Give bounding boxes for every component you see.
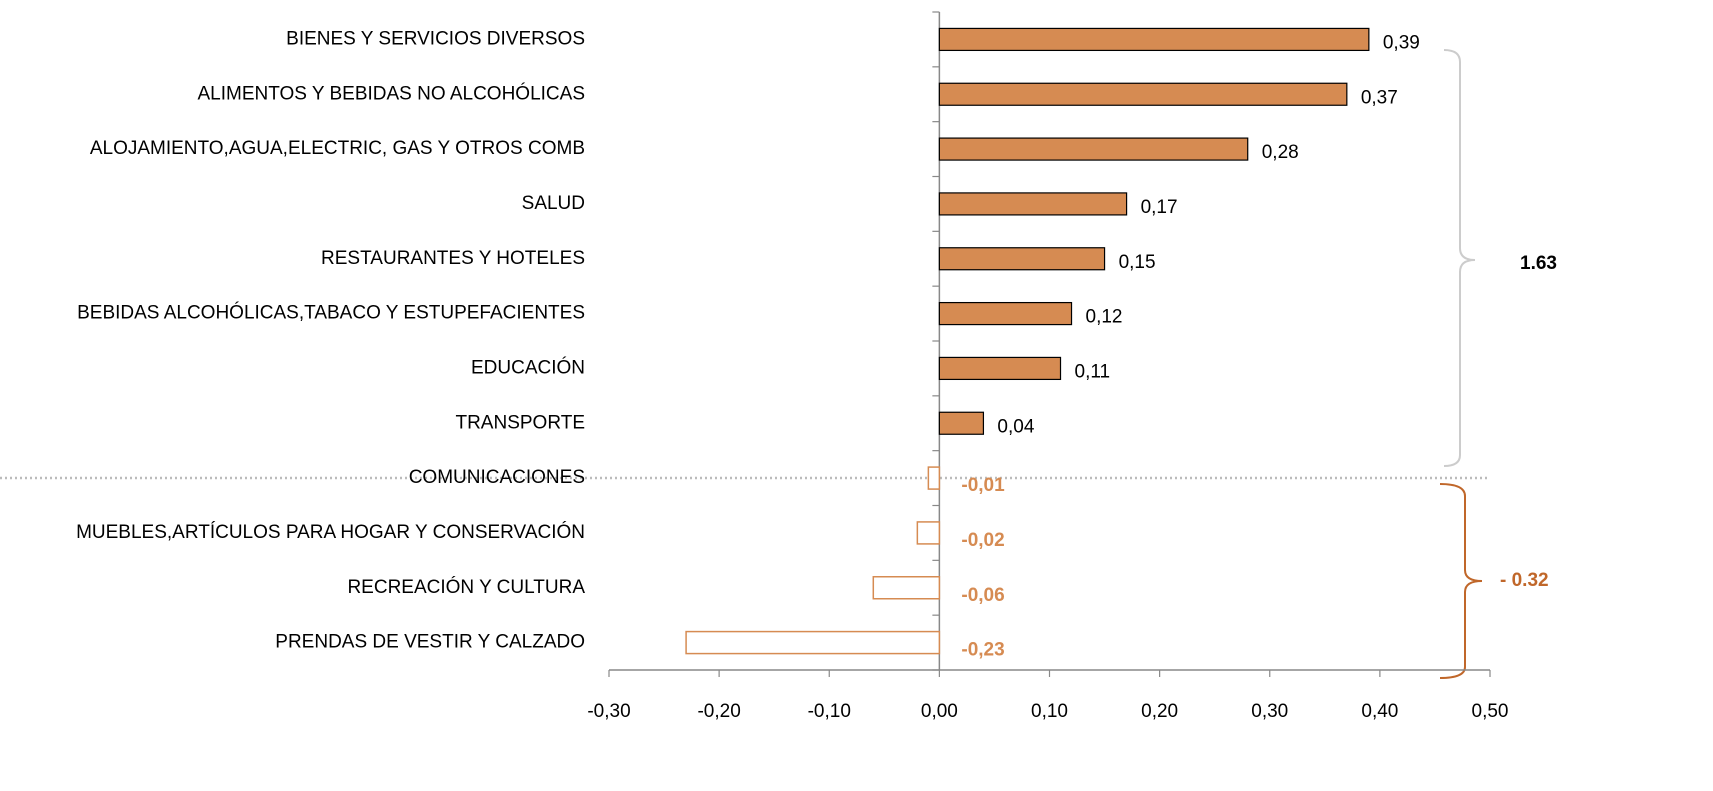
category-label: SALUD <box>522 193 585 214</box>
value-label: -0,01 <box>961 475 1005 496</box>
value-label: 0,17 <box>1141 197 1178 218</box>
bar <box>938 356 1062 381</box>
bar <box>872 576 941 600</box>
category-label: ALOJAMIENTO,AGUA,ELECTRIC, GAS Y OTROS C… <box>90 138 585 159</box>
bar <box>938 301 1073 326</box>
category-label: RECREACIÓN Y CULTURA <box>347 576 585 598</box>
value-label: -0,23 <box>961 640 1004 661</box>
bar <box>685 630 941 655</box>
negative-brace <box>1439 483 1483 679</box>
value-label: 0,12 <box>1086 307 1123 328</box>
x-tick-label: 0,10 <box>1031 701 1068 722</box>
category-label: EDUCACIÓN <box>471 356 585 378</box>
bar <box>938 192 1128 216</box>
x-tick-label: -0,10 <box>808 701 851 722</box>
bar <box>916 521 941 545</box>
x-tick-label: 0,00 <box>921 701 958 722</box>
value-label: 0,04 <box>997 416 1034 437</box>
x-tick-label: 0,50 <box>1472 701 1509 722</box>
positive-total: 1.63 <box>1520 253 1557 274</box>
bar <box>938 137 1249 161</box>
positive-brace <box>1443 49 1476 467</box>
x-tick-label: -0,20 <box>697 701 740 722</box>
category-label: MUEBLES,ARTÍCULOS PARA HOGAR Y CONSERVAC… <box>76 521 585 543</box>
category-label: PRENDAS DE VESTIR Y CALZADO <box>275 632 585 653</box>
value-label: 0,11 <box>1075 361 1111 382</box>
bar <box>927 466 941 490</box>
x-tick-label: 0,30 <box>1251 701 1288 722</box>
category-label: ALIMENTOS Y BEBIDAS NO ALCOHÓLICAS <box>197 82 585 104</box>
value-label: 0,28 <box>1262 142 1299 163</box>
value-label: -0,02 <box>961 530 1004 551</box>
x-tick-label: -0,30 <box>587 701 630 722</box>
category-label: COMUNICACIONES <box>409 467 585 488</box>
negative-total: - 0.32 <box>1500 570 1549 591</box>
bar <box>938 27 1370 52</box>
bar <box>938 82 1348 106</box>
category-label: RESTAURANTES Y HOTELES <box>321 248 585 269</box>
value-label: -0,06 <box>961 585 1004 606</box>
bar <box>938 247 1106 271</box>
category-label: BEBIDAS ALCOHÓLICAS,TABACO Y ESTUPEFACIE… <box>77 302 585 324</box>
x-tick-label: 0,40 <box>1361 701 1398 722</box>
category-label: BIENES Y SERVICIOS DIVERSOS <box>286 28 585 49</box>
value-label: 0,39 <box>1383 32 1420 53</box>
category-label: TRANSPORTE <box>455 412 585 433</box>
value-label: 0,37 <box>1361 87 1398 108</box>
bar <box>938 411 985 435</box>
x-tick-label: 0,20 <box>1141 701 1178 722</box>
value-label: 0,15 <box>1119 252 1156 273</box>
